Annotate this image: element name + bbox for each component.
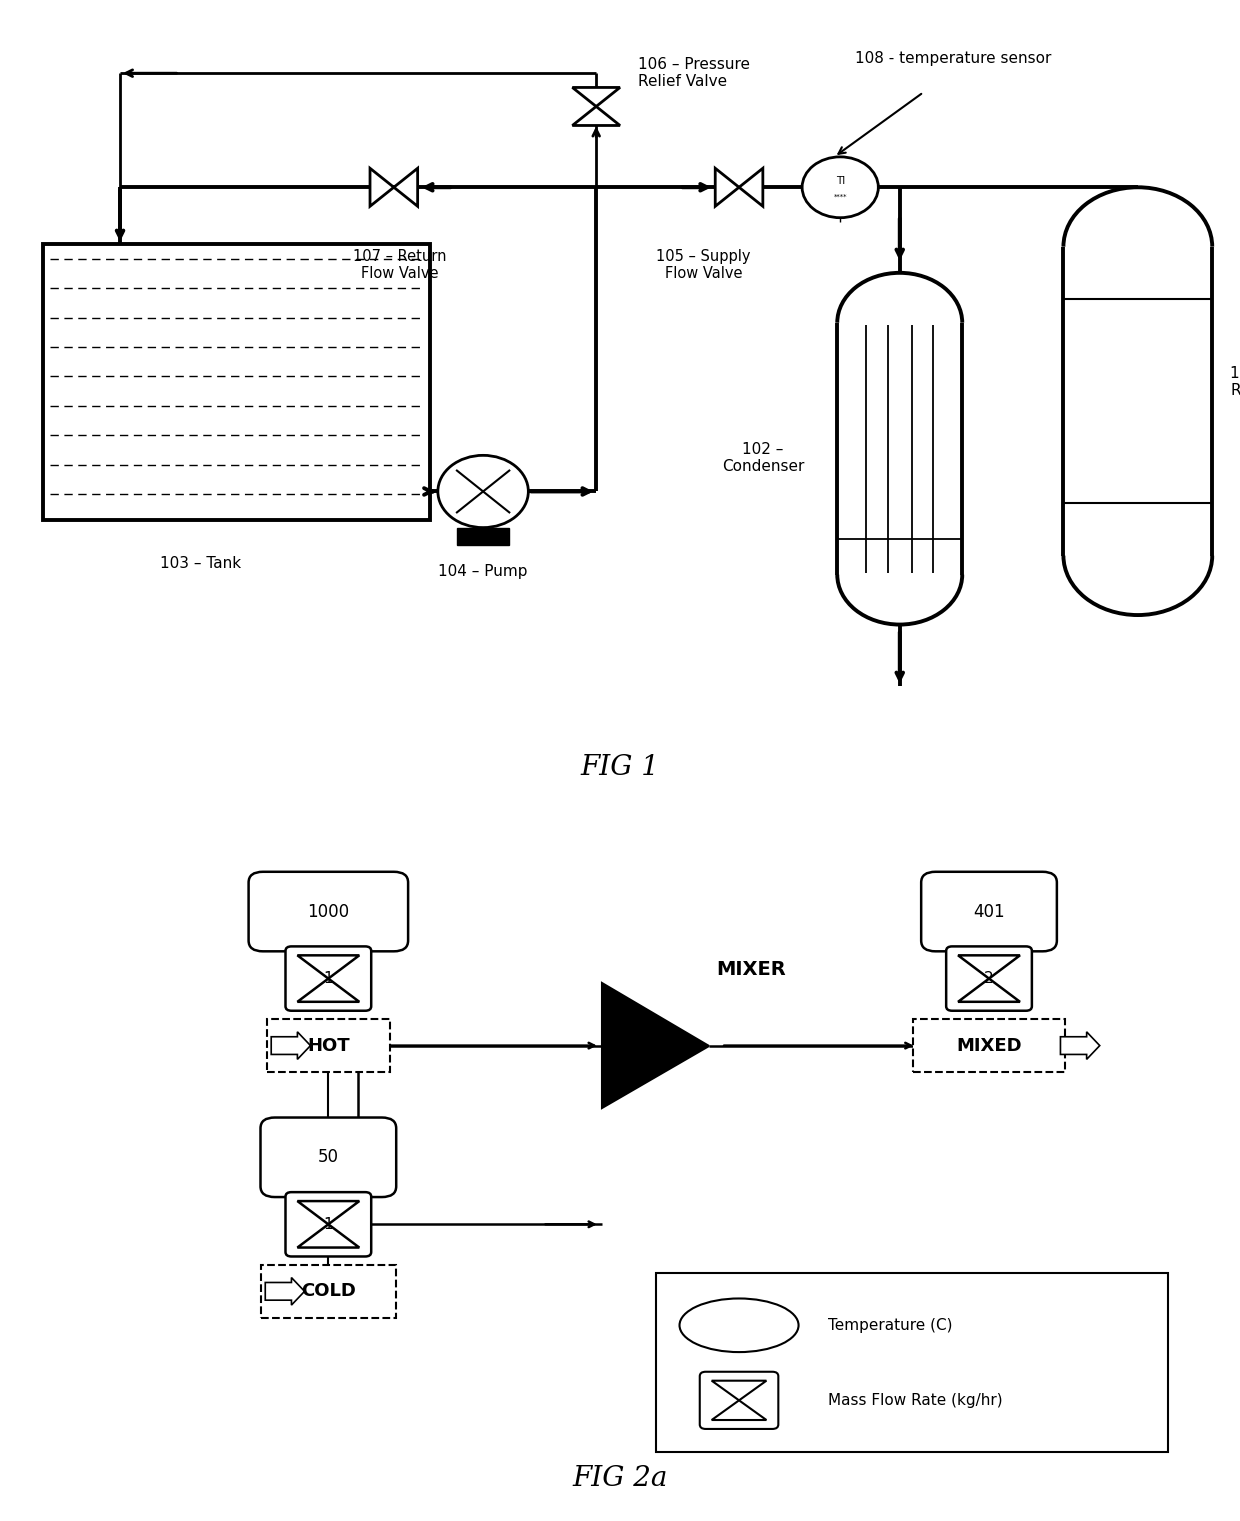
FancyBboxPatch shape bbox=[285, 946, 371, 1011]
Text: FIG 2a: FIG 2a bbox=[573, 1465, 667, 1492]
Text: 105 – Supply
Flow Valve: 105 – Supply Flow Valve bbox=[656, 249, 750, 281]
Polygon shape bbox=[603, 1045, 709, 1109]
FancyBboxPatch shape bbox=[921, 872, 1056, 951]
Polygon shape bbox=[298, 1202, 360, 1224]
Circle shape bbox=[802, 157, 878, 218]
Text: 2: 2 bbox=[985, 970, 993, 986]
Text: 401: 401 bbox=[973, 902, 1004, 920]
Polygon shape bbox=[715, 169, 739, 207]
Polygon shape bbox=[370, 169, 394, 207]
Text: HOT: HOT bbox=[308, 1037, 350, 1054]
Text: MIXER: MIXER bbox=[715, 960, 786, 980]
Text: Mass Flow Rate (kg/hr): Mass Flow Rate (kg/hr) bbox=[828, 1393, 1003, 1408]
Bar bbox=[837, 322, 962, 575]
Polygon shape bbox=[959, 955, 1021, 978]
Polygon shape bbox=[456, 528, 510, 545]
Polygon shape bbox=[272, 1031, 310, 1059]
FancyBboxPatch shape bbox=[946, 946, 1032, 1011]
Text: ****: **** bbox=[833, 193, 847, 199]
Circle shape bbox=[438, 455, 528, 528]
Text: 1: 1 bbox=[324, 1217, 334, 1232]
Polygon shape bbox=[573, 106, 620, 126]
Polygon shape bbox=[603, 983, 709, 1045]
Polygon shape bbox=[298, 1224, 360, 1247]
Text: FIG 1: FIG 1 bbox=[580, 753, 660, 780]
Polygon shape bbox=[739, 169, 763, 207]
Bar bbox=[42, 245, 429, 520]
Text: 1: 1 bbox=[324, 970, 334, 986]
Bar bbox=[1064, 246, 1213, 555]
Text: 50: 50 bbox=[317, 1148, 339, 1167]
Text: MIXED: MIXED bbox=[956, 1037, 1022, 1054]
FancyBboxPatch shape bbox=[260, 1118, 397, 1197]
Polygon shape bbox=[298, 978, 360, 1002]
FancyBboxPatch shape bbox=[913, 1019, 1065, 1072]
Ellipse shape bbox=[680, 1299, 799, 1352]
Polygon shape bbox=[265, 1278, 305, 1305]
Text: COLD: COLD bbox=[301, 1282, 356, 1300]
Text: 103 – Tank: 103 – Tank bbox=[160, 557, 241, 570]
Text: 108 - temperature sensor: 108 - temperature sensor bbox=[856, 52, 1052, 67]
Polygon shape bbox=[298, 955, 360, 978]
Text: Temperature (C): Temperature (C) bbox=[828, 1317, 952, 1332]
Text: 101 –
Reactor: 101 – Reactor bbox=[1230, 367, 1240, 399]
Text: 104 – Pump: 104 – Pump bbox=[439, 564, 528, 578]
Text: 102 –
Condenser: 102 – Condenser bbox=[722, 443, 804, 475]
FancyBboxPatch shape bbox=[248, 872, 408, 951]
Polygon shape bbox=[712, 1381, 766, 1401]
Polygon shape bbox=[394, 169, 418, 207]
FancyBboxPatch shape bbox=[267, 1019, 389, 1072]
Text: 1000: 1000 bbox=[308, 902, 350, 920]
Text: TI: TI bbox=[836, 175, 844, 186]
FancyBboxPatch shape bbox=[262, 1264, 396, 1319]
Polygon shape bbox=[959, 978, 1021, 1002]
Polygon shape bbox=[1060, 1031, 1100, 1059]
Text: 107 – Return
Flow Valve: 107 – Return Flow Valve bbox=[353, 249, 446, 281]
FancyBboxPatch shape bbox=[699, 1372, 779, 1428]
Text: 106 – Pressure
Relief Valve: 106 – Pressure Relief Valve bbox=[637, 56, 750, 90]
FancyBboxPatch shape bbox=[285, 1192, 371, 1256]
Bar bbox=[656, 1273, 1168, 1453]
Polygon shape bbox=[573, 87, 620, 106]
Polygon shape bbox=[712, 1401, 766, 1421]
